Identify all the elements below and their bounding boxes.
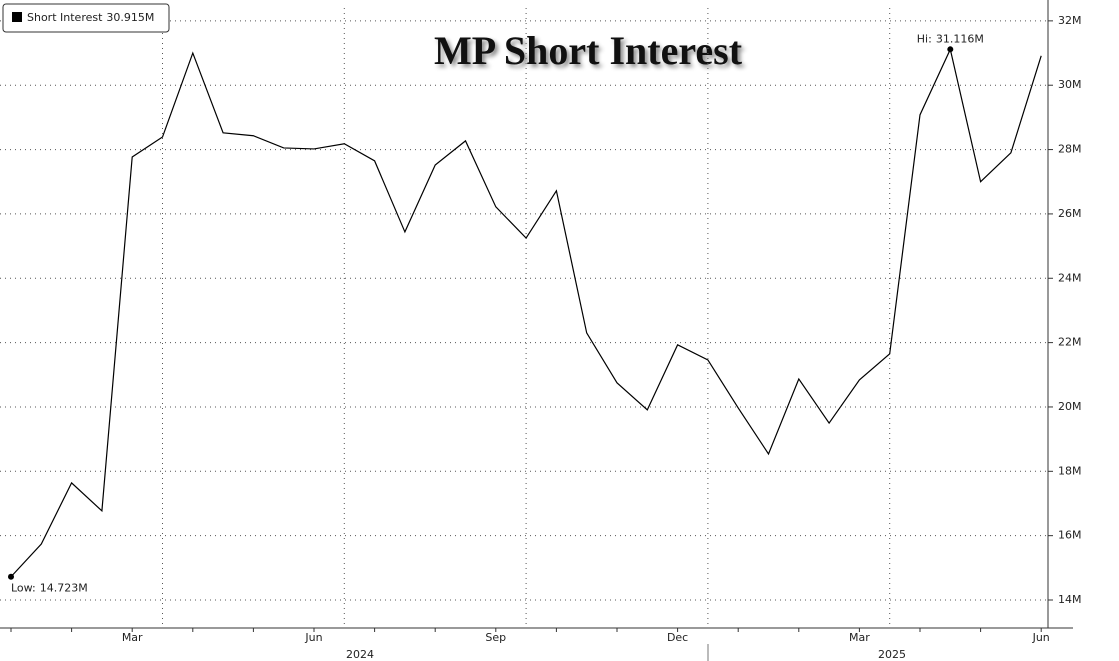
high-prefix: Hi: [917,32,932,45]
y-tick-label: 30M [1058,78,1082,91]
legend-box [2,3,170,33]
y-tick-label: 18M [1058,464,1082,477]
low-label: Low: 14.723M [11,582,88,595]
y-tick-label: 32M [1058,14,1082,27]
y-tick-label: 26M [1058,207,1082,220]
x-tick-label: Mar [122,631,143,644]
year-label: 2025 [878,648,906,661]
year-label: 2024 [346,648,374,661]
y-tick-label: 14M [1058,593,1082,606]
y-tick-label: 16M [1058,529,1082,542]
y-tick-label: 20M [1058,400,1082,413]
low-point [8,573,14,580]
low-prefix: Low: [11,582,36,595]
y-tick-label: 28M [1058,143,1082,156]
x-tick-label: Jun [1032,631,1050,644]
legend-label: Short Interest 30.915M [27,11,154,24]
chart-title: MP Short Interest [434,28,743,73]
low-value: 14.723M [40,582,88,595]
x-tick-label: Dec [667,631,688,644]
y-tick-label: 22M [1058,336,1082,349]
x-tick-label: Sep [485,631,506,644]
x-tick-label: Jun [304,631,322,644]
legend-value: 30.915M [106,11,154,24]
x-tick-label: Mar [849,631,870,644]
legend-swatch [12,12,22,22]
legend-name: Short Interest [27,11,103,24]
y-tick-label: 24M [1058,271,1082,284]
high-label: Hi: 31.116M [917,32,984,45]
high-point [947,46,954,53]
line [10,47,1042,578]
high-value: 31.116M [936,32,984,45]
